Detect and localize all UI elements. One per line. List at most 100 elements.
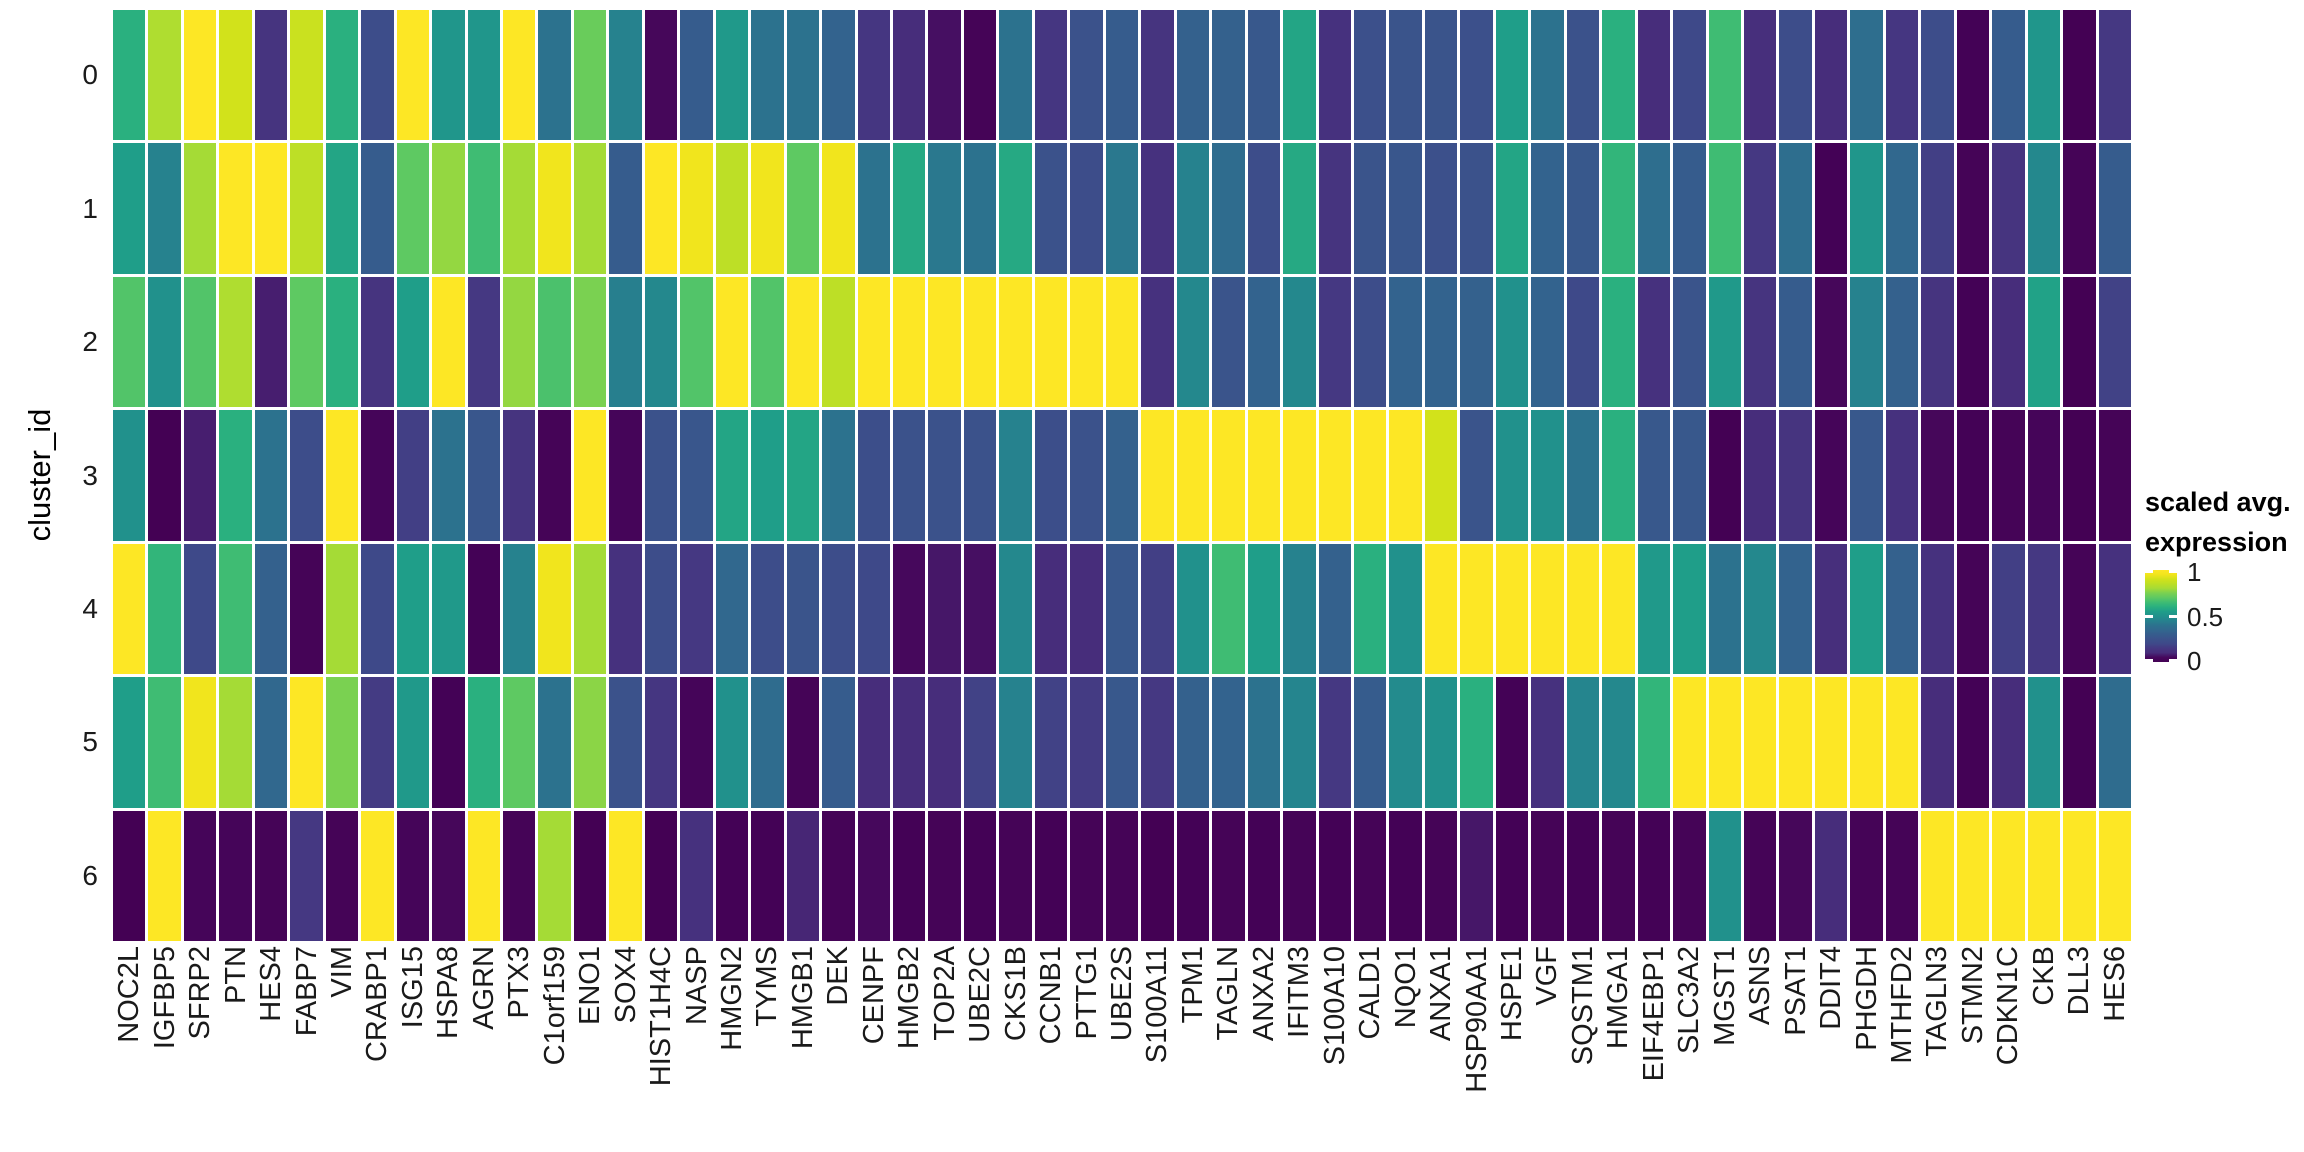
heatmap-cell [715, 810, 749, 941]
heatmap-cell [822, 10, 855, 141]
heatmap-cell [857, 10, 891, 141]
x-tick-label: ANXA2 [1247, 946, 1280, 1042]
heatmap-cell [1389, 10, 1422, 141]
heatmap-cell [290, 677, 323, 808]
heatmap-cell [503, 276, 536, 408]
heatmap-cell [254, 677, 288, 808]
heatmap-cell [2098, 410, 2131, 541]
heatmap-cell [2027, 143, 2061, 274]
heatmap-cell [893, 677, 926, 808]
heatmap-cell [254, 276, 288, 408]
heatmap-cell [219, 276, 252, 408]
heatmap-cell [1105, 810, 1139, 941]
heatmap-cell [573, 143, 607, 274]
heatmap-cell [715, 10, 749, 141]
heatmap-cell [325, 276, 359, 408]
heatmap-cell [1743, 276, 1777, 408]
heatmap-cell [680, 810, 713, 941]
heatmap-cell [1460, 10, 1493, 141]
heatmap-cell [999, 143, 1032, 274]
heatmap-cell [1708, 543, 1741, 675]
heatmap-cell [1779, 410, 1812, 541]
heatmap-cell [467, 810, 501, 941]
heatmap-cell [1531, 143, 1564, 274]
legend-tick-mark [2145, 614, 2153, 618]
heatmap-cell [503, 143, 536, 274]
heatmap-cell [786, 276, 820, 408]
heatmap-cell [1850, 10, 1883, 141]
heatmap-cell [857, 276, 891, 408]
heatmap-cell [1141, 276, 1174, 408]
heatmap-cell [1034, 810, 1068, 941]
heatmap-cell [503, 677, 536, 808]
heatmap-cell [1921, 143, 1954, 274]
heatmap-cell [963, 543, 997, 675]
heatmap-cell [183, 143, 217, 274]
heatmap-cell [1247, 543, 1281, 675]
heatmap-cell [1283, 543, 1316, 675]
heatmap-cell [1070, 677, 1103, 808]
heatmap-cell [361, 410, 394, 541]
heatmap-cell [148, 810, 181, 941]
heatmap-cell [680, 276, 713, 408]
heatmap-cell [1424, 10, 1458, 141]
heatmap-cell [1247, 410, 1281, 541]
heatmap-cell [325, 810, 359, 941]
heatmap-cell [928, 10, 961, 141]
heatmap-cell [1673, 543, 1706, 675]
x-tick-label: DLL3 [2063, 946, 2096, 1016]
heatmap-cell [1992, 10, 2025, 141]
y-tick-label: 4 [82, 592, 98, 624]
heatmap-cell [396, 10, 430, 141]
heatmap-cell [1566, 543, 1600, 675]
heatmap-cell [1353, 677, 1387, 808]
heatmap-cell [928, 810, 961, 941]
heatmap-cell [751, 810, 784, 941]
heatmap-cell [1743, 543, 1777, 675]
heatmap-cell [148, 410, 181, 541]
heatmap-cell [1070, 810, 1103, 941]
heatmap-cell [1070, 543, 1103, 675]
heatmap-cell [1176, 810, 1210, 941]
x-tick-label: HMGA1 [1602, 946, 1635, 1050]
heatmap-cell [1495, 10, 1529, 141]
heatmap-cell [396, 677, 430, 808]
y-tick-label: 6 [82, 859, 98, 891]
heatmap-cell [2098, 810, 2131, 941]
heatmap-cell [2098, 143, 2131, 274]
x-tick-label: MGST1 [1708, 946, 1741, 1046]
heatmap-cell [432, 543, 465, 675]
heatmap-cell [254, 810, 288, 941]
heatmap-cell [1212, 543, 1245, 675]
legend: scaled avg. expression 1 0.5 0 [2145, 482, 2304, 674]
x-tick-label: TAGLN [1212, 946, 1245, 1041]
heatmap-cell [1283, 810, 1316, 941]
heatmap-cell [1034, 410, 1068, 541]
x-tick-label: CKS1B [999, 946, 1032, 1042]
heatmap-cell [503, 10, 536, 141]
heatmap-cell [1460, 543, 1493, 675]
heatmap-cell [786, 410, 820, 541]
heatmap-cell [1602, 810, 1635, 941]
heatmap-cell [1673, 677, 1706, 808]
heatmap-cell [183, 10, 217, 141]
legend-tick-label: 1 [2187, 557, 2202, 587]
heatmap-cell [1885, 143, 1919, 274]
heatmap-cell [1318, 276, 1351, 408]
x-tick-label: STMN2 [1956, 946, 1989, 1045]
heatmap-cell [1637, 143, 1671, 274]
heatmap-cell [644, 677, 678, 808]
heatmap-cell [1141, 410, 1174, 541]
heatmap-cell [361, 543, 394, 675]
heatmap-cell [1424, 410, 1458, 541]
heatmap-cell [680, 543, 713, 675]
heatmap-cell [1105, 410, 1139, 541]
heatmap-cell [290, 276, 323, 408]
heatmap-cell [609, 677, 642, 808]
heatmap-cell [1602, 677, 1635, 808]
heatmap-cell [1743, 410, 1777, 541]
heatmap-cell [2027, 543, 2061, 675]
heatmap-cell [644, 143, 678, 274]
x-tick-label: DEK [822, 946, 855, 1006]
